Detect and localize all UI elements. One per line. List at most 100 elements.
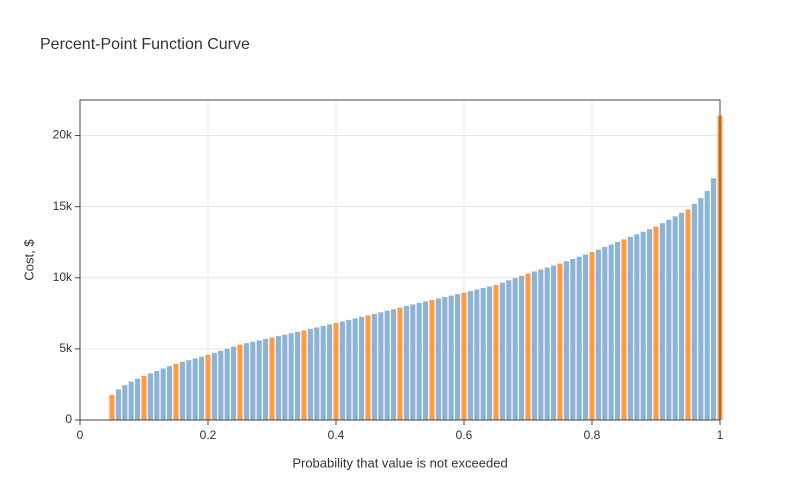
bar: [224, 348, 230, 420]
bar: [589, 252, 595, 420]
bar: [583, 254, 589, 420]
bar: [391, 309, 397, 420]
bar: [115, 389, 121, 420]
bar: [359, 316, 365, 420]
bar: [448, 295, 454, 420]
bar: [173, 363, 179, 420]
y-tick-label: 20k: [53, 128, 73, 142]
bar: [538, 269, 544, 420]
bar: [455, 294, 461, 420]
bar: [371, 313, 377, 420]
bar: [378, 312, 384, 420]
bar: [634, 234, 640, 420]
bar: [416, 302, 422, 420]
bar: [499, 282, 505, 420]
bar: [307, 328, 313, 420]
bar: [672, 216, 678, 420]
bar: [698, 198, 704, 420]
bar: [263, 338, 269, 420]
bar: [339, 321, 345, 420]
bar: [250, 341, 256, 420]
plot-frame: [79, 99, 721, 421]
bar: [480, 288, 486, 420]
x-tick-label: 0.2: [200, 428, 217, 442]
bar: [282, 334, 288, 420]
bar: [423, 301, 429, 420]
bar: [653, 226, 659, 420]
bar: [435, 298, 441, 420]
y-tick-label: 0: [65, 412, 72, 426]
bar: [608, 244, 614, 420]
bar: [666, 219, 672, 420]
bar: [301, 330, 307, 420]
bar: [691, 203, 697, 420]
bar: [627, 236, 633, 420]
bar: [442, 296, 448, 420]
x-axis-label: Probability that value is not exceeded: [292, 455, 507, 470]
y-tick-label: 10k: [53, 270, 73, 284]
bar: [429, 299, 435, 420]
bar: [519, 275, 525, 420]
bar: [231, 346, 237, 420]
x-tick-label: 0.8: [584, 428, 601, 442]
bar: [192, 358, 198, 420]
bar: [135, 378, 141, 420]
bar: [461, 292, 467, 420]
bar: [512, 278, 518, 420]
chart-title: Percent-Point Function Curve: [40, 36, 250, 53]
bar: [397, 307, 403, 420]
bar: [384, 310, 390, 420]
bar: [474, 289, 480, 420]
bar: [403, 306, 409, 420]
x-tick-label: 0.6: [456, 428, 473, 442]
bar: [352, 318, 358, 420]
bar: [711, 178, 717, 420]
bar: [205, 354, 211, 420]
bar: [128, 381, 134, 420]
bar: [167, 366, 173, 420]
bar: [218, 350, 224, 420]
bar: [679, 212, 685, 420]
bar: [410, 304, 416, 420]
bar: [659, 223, 665, 420]
bar: [269, 337, 275, 420]
bar: [576, 256, 582, 420]
x-tick-label: 0: [77, 428, 84, 442]
bar: [295, 331, 301, 420]
bar: [154, 370, 160, 420]
bar: [551, 265, 557, 420]
bar: [506, 280, 512, 420]
x-tick-label: 1: [717, 428, 724, 442]
bar: [346, 319, 352, 420]
bar: [531, 271, 537, 420]
bar: [640, 231, 646, 420]
bar: [160, 368, 166, 420]
bar: [704, 191, 710, 420]
bar: [243, 343, 249, 420]
bar: [327, 324, 333, 420]
bar: [602, 247, 608, 420]
bar: [467, 291, 473, 420]
bar: [147, 373, 153, 420]
y-tick-label: 5k: [59, 341, 73, 355]
bar: [109, 394, 115, 420]
bar: [493, 284, 499, 420]
bar: [615, 241, 621, 420]
bar: [365, 315, 371, 420]
bar: [141, 375, 147, 420]
bar: [647, 229, 653, 420]
bar: [595, 249, 601, 420]
x-tick-label: 0.4: [328, 428, 345, 442]
bar: [563, 261, 569, 420]
bar: [314, 327, 320, 420]
bar: [685, 209, 691, 420]
bar: [122, 385, 128, 420]
bar: [525, 273, 531, 420]
y-axis-label: Cost, $: [21, 239, 36, 281]
bar: [211, 352, 217, 420]
bar: [256, 340, 262, 420]
bar: [333, 322, 339, 420]
y-tick-label: 15k: [53, 199, 73, 213]
bar: [557, 263, 563, 420]
